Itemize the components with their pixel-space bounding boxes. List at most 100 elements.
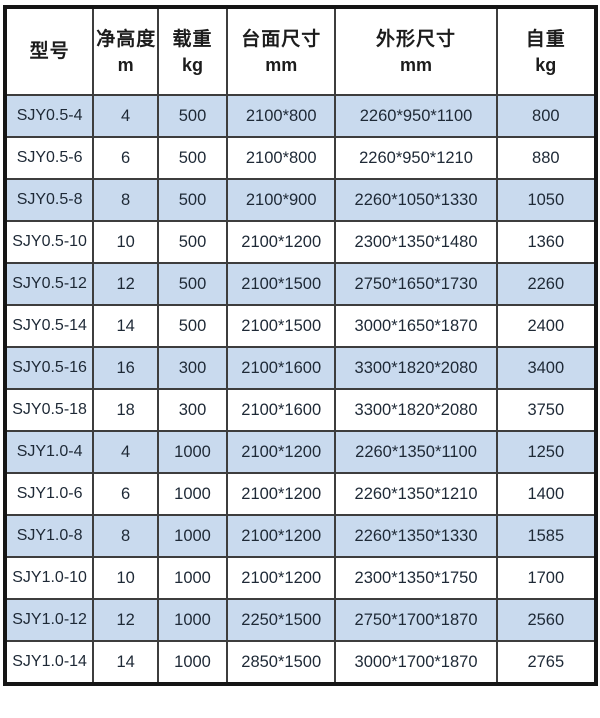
value-cell: 2300*1350*1750 — [334, 556, 498, 600]
value-cell: 2100*1500 — [225, 304, 337, 348]
value-cell: 3300*1820*2080 — [334, 388, 498, 432]
table-row: SJY0.5-10 10 500 2100*1200 2300*1350*1480 136… — [3, 220, 598, 264]
value-cell: 8 — [92, 514, 160, 558]
header-overall-size: 外形尺寸 mm — [334, 6, 498, 96]
value-cell: 2100*800 — [225, 94, 337, 138]
model-cell: SJY1.0-4 — [3, 430, 95, 474]
table-row: SJY0.5-4 4 500 2100*800 2260*950*1100 800 — [3, 94, 598, 138]
value-cell: 2765 — [495, 640, 598, 685]
value-cell: 3400 — [495, 346, 598, 390]
value-cell: 2300*1350*1480 — [334, 220, 498, 264]
header-surface-size-label: 台面尺寸 — [241, 28, 322, 50]
value-cell: 3000*1650*1870 — [334, 304, 498, 348]
value-cell: 18 — [92, 388, 160, 432]
value-cell: 2100*1200 — [225, 556, 337, 600]
value-cell: 2100*1200 — [225, 514, 337, 558]
value-cell: 500 — [157, 94, 228, 138]
model-cell: SJY0.5-18 — [3, 388, 95, 432]
header-overall-size-unit: mm — [400, 54, 433, 75]
value-cell: 14 — [92, 304, 160, 348]
model-cell: SJY1.0-8 — [3, 514, 95, 558]
model-cell: SJY0.5-16 — [3, 346, 95, 390]
table-row: SJY0.5-6 6 500 2100*800 2260*950*1210 880 — [3, 136, 598, 180]
value-cell: 2100*1200 — [225, 220, 337, 264]
value-cell: 880 — [495, 136, 598, 180]
value-cell: 1000 — [157, 556, 228, 600]
value-cell: 1250 — [495, 430, 598, 474]
value-cell: 2750*1700*1870 — [334, 598, 498, 642]
value-cell: 2260*1350*1330 — [334, 514, 498, 558]
value-cell: 300 — [157, 346, 228, 390]
header-model: 型号 — [3, 6, 95, 96]
value-cell: 12 — [92, 598, 160, 642]
value-cell: 500 — [157, 262, 228, 306]
value-cell: 1700 — [495, 556, 598, 600]
header-overall-size-label: 外形尺寸 — [376, 28, 457, 50]
table-row: SJY1.0-14 14 1000 2850*1500 3000*1700*1870 27… — [3, 640, 598, 685]
value-cell: 8 — [92, 178, 160, 222]
header-model-label: 型号 — [29, 40, 70, 62]
header-surface-size-unit: mm — [265, 54, 298, 75]
value-cell: 800 — [495, 94, 598, 138]
value-cell: 2100*1200 — [225, 430, 337, 474]
value-cell: 2260*1350*1100 — [334, 430, 498, 474]
table-row: SJY1.0-4 4 1000 2100*1200 2260*1350*1100 1250 — [3, 430, 598, 474]
value-cell: 500 — [157, 220, 228, 264]
table-header: 型号 净高度 m 载重 kg 台面尺寸 mm 外形尺寸 mm — [3, 6, 598, 96]
value-cell: 1585 — [495, 514, 598, 558]
value-cell: 2100*800 — [225, 136, 337, 180]
value-cell: 12 — [92, 262, 160, 306]
value-cell: 2400 — [495, 304, 598, 348]
model-cell: SJY1.0-14 — [3, 640, 95, 685]
value-cell: 2100*1600 — [225, 388, 337, 432]
model-cell: SJY0.5-6 — [3, 136, 95, 180]
value-cell: 6 — [92, 472, 160, 516]
value-cell: 10 — [92, 556, 160, 600]
header-net-height: 净高度 m — [92, 6, 160, 96]
model-cell: SJY1.0-10 — [3, 556, 95, 600]
value-cell: 300 — [157, 388, 228, 432]
value-cell: 3750 — [495, 388, 598, 432]
spec-table: 型号 净高度 m 载重 kg 台面尺寸 mm 外形尺寸 mm — [3, 5, 598, 686]
model-cell: SJY0.5-4 — [3, 94, 95, 138]
value-cell: 14 — [92, 640, 160, 685]
header-self-weight-unit: kg — [535, 54, 557, 75]
value-cell: 2260*1050*1330 — [334, 178, 498, 222]
value-cell: 4 — [92, 94, 160, 138]
table-row: SJY1.0-8 8 1000 2100*1200 2260*1350*1330 1585 — [3, 514, 598, 558]
value-cell: 2250*1500 — [225, 598, 337, 642]
header-surface-size: 台面尺寸 mm — [225, 6, 337, 96]
value-cell: 1400 — [495, 472, 598, 516]
value-cell: 3300*1820*2080 — [334, 346, 498, 390]
header-self-weight: 自重 kg — [495, 6, 598, 96]
value-cell: 500 — [157, 178, 228, 222]
value-cell: 2750*1650*1730 — [334, 262, 498, 306]
table-row: SJY0.5-8 8 500 2100*900 2260*1050*1330 1050 — [3, 178, 598, 222]
value-cell: 16 — [92, 346, 160, 390]
header-load-label: 载重 — [172, 28, 213, 50]
value-cell: 500 — [157, 136, 228, 180]
table-row: SJY0.5-14 14 500 2100*1500 3000*1650*1870 240… — [3, 304, 598, 348]
table-row: SJY0.5-16 16 300 2100*1600 3300*1820*2080 340… — [3, 346, 598, 390]
table-row: SJY1.0-10 10 1000 2100*1200 2300*1350*1750 17… — [3, 556, 598, 600]
value-cell: 1360 — [495, 220, 598, 264]
header-load: 载重 kg — [157, 6, 228, 96]
header-load-unit: kg — [182, 54, 204, 75]
model-cell: SJY0.5-8 — [3, 178, 95, 222]
value-cell: 2850*1500 — [225, 640, 337, 685]
value-cell: 1000 — [157, 514, 228, 558]
header-self-weight-label: 自重 — [525, 28, 566, 50]
table-row: SJY0.5-12 12 500 2100*1500 2750*1650*1730 226… — [3, 262, 598, 306]
value-cell: 2560 — [495, 598, 598, 642]
value-cell: 2260*950*1210 — [334, 136, 498, 180]
value-cell: 2260 — [495, 262, 598, 306]
value-cell: 1000 — [157, 430, 228, 474]
table-row: SJY0.5-18 18 300 2100*1600 3300*1820*2080 375… — [3, 388, 598, 432]
value-cell: 2100*900 — [225, 178, 337, 222]
value-cell: 10 — [92, 220, 160, 264]
model-cell: SJY1.0-6 — [3, 472, 95, 516]
model-cell: SJY0.5-12 — [3, 262, 95, 306]
value-cell: 4 — [92, 430, 160, 474]
value-cell: 1000 — [157, 640, 228, 685]
